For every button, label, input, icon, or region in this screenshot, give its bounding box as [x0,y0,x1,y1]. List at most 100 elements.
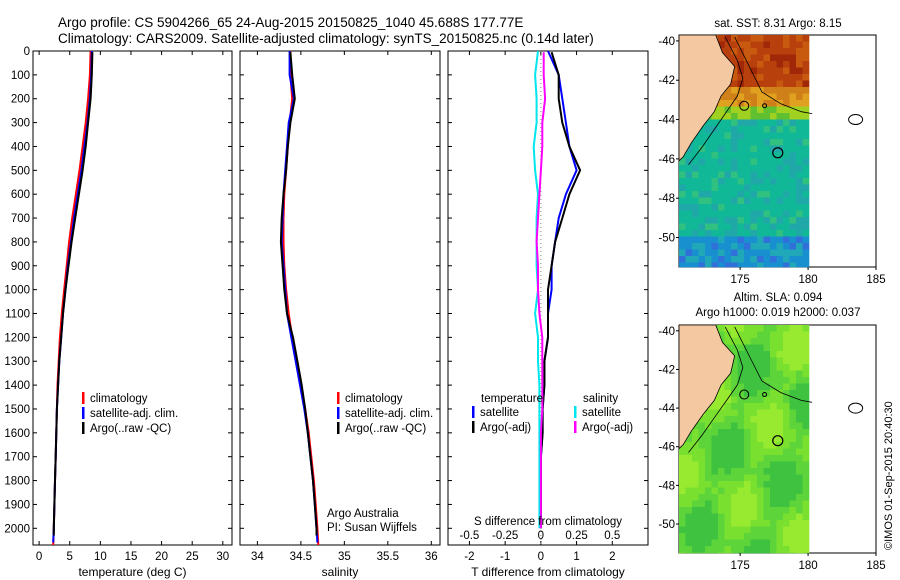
sst_map-cell [770,119,777,127]
sst_map-cell [796,236,803,244]
salinity-annotation: PI: Susan Wijffels [327,522,417,534]
sla_map-cell [731,455,738,462]
sst_map-cell [783,87,790,94]
sst_map-cell [705,191,712,198]
sla_map-cell [698,552,706,554]
sla_map-cell [737,383,745,391]
sla_map-cell [776,500,784,508]
sst_map-cell [757,152,764,159]
sst_map-cell [802,249,810,257]
sst_map-cell [802,61,810,68]
sst_map-cell [770,230,777,237]
sst_map-cell [796,217,803,224]
sla_map-cell [796,442,803,449]
sla_map-cell [718,390,725,397]
sst_map-cell [718,158,725,166]
sst_map-cell [763,223,771,231]
sla_map-cell [802,390,810,397]
sst_map-cell [770,204,777,211]
sla_map-cell [783,338,790,345]
sla_map-cell [802,507,810,514]
sla_map-cell [731,546,738,553]
sst_map-cell [692,145,699,153]
sla_map-cell [698,500,706,508]
sst_map-cell [718,119,725,127]
sla_map-cell [744,338,751,345]
sst_map-cell [737,87,745,94]
sst_map-cell [737,61,745,68]
sst_map-cell [737,48,745,55]
sla_map-cell [679,552,686,554]
sla_map-cell [737,364,745,371]
sla_map-cell [770,448,777,456]
sst_map-cell [757,74,764,81]
sla_map-cell [711,468,719,475]
sst_map-cell [744,210,751,218]
sst_map-cell [770,236,777,244]
sla_map-cell [750,396,758,404]
sst_map-cell [724,100,732,107]
sst_map-cell [763,256,771,263]
sla_map-cell [679,533,686,540]
salinity-frame [239,50,441,546]
sla_map-cell [718,474,725,482]
sla_map-cell [744,351,751,358]
sla_map-cell [770,338,777,345]
sla_map-cell [750,344,758,352]
sla_map-cell [757,416,764,423]
sst_map-cell [789,80,797,88]
sla_map-cell [789,455,797,462]
sla_map-cell [711,500,719,508]
sst_map-cell [698,249,706,257]
sst_map-cell [724,178,732,185]
sla_map-cell [744,435,751,443]
sla_map-cell [711,409,719,417]
sla_map-cell [789,474,797,482]
sst_map-cell [750,61,758,68]
sst_map-cell [737,119,745,127]
sst_map-cell [776,217,784,224]
sla_map-cell [776,383,784,391]
sst_map-cell [724,93,732,101]
sst_map-chatham-island [848,114,864,126]
sla_map-contour-ring [762,392,768,398]
sst_map-cell [783,204,790,211]
salinity-legend-swatch [337,422,340,434]
sst_map-cell [731,80,738,88]
sla_map-cell [744,487,751,495]
sla_map-cell [698,468,706,475]
sst_map-cell [685,204,693,211]
sst_map-cell [718,152,725,159]
sst_map-cell [750,262,758,268]
sst_map-cell [737,256,745,263]
sst_map-cell [737,35,745,42]
sla_map-cell [750,390,758,397]
sla_map-cell [770,357,777,365]
sla_map-cell [796,325,803,332]
sst_map-cell [802,243,810,250]
sla_map-cell [698,546,706,553]
sst_map-cell [737,243,745,250]
sla_map-cell [750,403,758,410]
sla_map-cell [770,474,777,482]
sst_map-cell [796,210,803,218]
sst_map-cell [705,217,712,224]
sst_map-cell [757,184,764,192]
sst_map-cell [763,158,771,166]
sla_map-cell [698,533,706,540]
sla_map-cell [731,390,738,397]
sst_map-cell [711,165,719,172]
sla_map-cell [692,526,699,534]
sst_map-cell [770,93,777,101]
sla_map-cell [783,370,790,378]
sla_map-cell [737,448,745,456]
depth-tick-label: 100 [11,70,30,82]
sla_map-cell [757,552,764,554]
sla_map-cell [763,331,771,339]
temperature-xtick-label: 5 [67,551,73,563]
sst_map-cell [796,204,803,211]
sst_map-cell [711,249,719,257]
sla_map-cell [757,481,764,488]
sla_map-xtick-label: 185 [866,560,885,572]
difference-temperature-legend-swatch [472,406,475,418]
